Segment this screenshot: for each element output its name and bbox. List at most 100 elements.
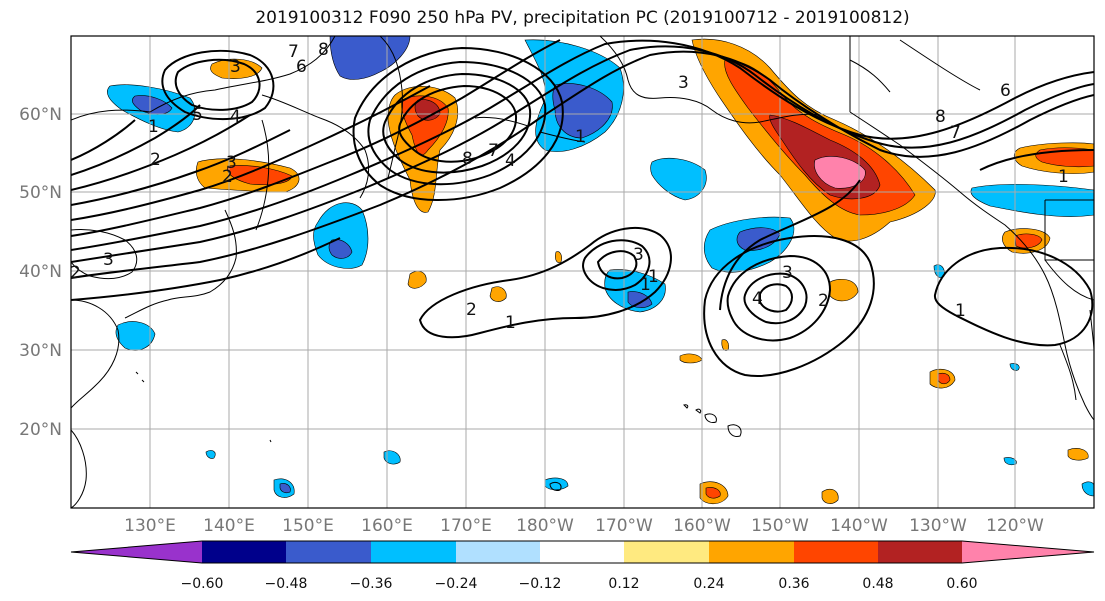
colorbar-label: 0.60	[946, 576, 977, 592]
small-positive-blob	[489, 286, 507, 302]
west-coast-negative-region	[115, 321, 156, 351]
contour-label: 2	[222, 167, 233, 187]
colorbar	[70, 540, 1095, 564]
colorbar-segment	[540, 541, 624, 563]
pv-contour-line	[596, 250, 638, 280]
pv-contour-line	[979, 149, 1094, 171]
pv-contour-line	[367, 60, 547, 186]
pv-contour-line	[71, 104, 201, 176]
contour-label: 3	[230, 57, 241, 77]
japan-coastline	[124, 209, 237, 319]
lon-label: 150°W	[751, 516, 809, 536]
contour-labels: 8 7 6 5 4 3 2 1 8 7 4 1 3 2 1 3 2 1 2 3 …	[70, 40, 1069, 333]
contour-label: 2	[466, 300, 477, 320]
pv-contour-line	[71, 45, 1094, 263]
lon-label: 150°E	[282, 516, 334, 536]
contour-label: 2	[70, 263, 81, 283]
pv-contour-line	[703, 235, 875, 377]
lon-label: 160°E	[361, 516, 413, 536]
colorbar-segment	[878, 541, 962, 563]
alaska-coastline	[599, 36, 821, 124]
small-positive-blob	[821, 488, 839, 504]
asia-coastline	[71, 36, 336, 121]
contour-label: 4	[752, 289, 763, 309]
taiwan-coastline	[71, 429, 87, 508]
kuril-negative-region	[313, 202, 369, 269]
pv-contour-line	[743, 272, 808, 325]
lat-label: 40°N	[19, 262, 62, 282]
korea-coastline	[71, 229, 138, 280]
colorbar-segment	[456, 541, 540, 563]
lat-label: 60°N	[19, 105, 62, 125]
lat-label: 50°N	[19, 183, 62, 203]
colorbar-segment	[709, 541, 794, 563]
lat-label: 30°N	[19, 341, 62, 361]
colorbar-labels: −0.60 −0.48 −0.36 −0.24 −0.12 0.12 0.24 …	[181, 576, 978, 592]
pv-contour-line	[382, 72, 532, 174]
pv-contour-line	[398, 84, 518, 163]
nw-us-positive-region	[1014, 233, 1043, 249]
colorbar-segment	[371, 541, 456, 563]
pv-contour-line	[418, 227, 672, 339]
pv-contour-line	[71, 129, 291, 206]
pv-contour-line	[352, 46, 564, 201]
contour-label: 1	[955, 301, 966, 321]
pv-contour-line	[759, 283, 793, 313]
pv-contour-line	[161, 49, 275, 120]
hawaii-island	[727, 424, 742, 437]
pv-contour-line	[174, 58, 261, 111]
small-positive-blob	[829, 279, 859, 302]
lon-label: 130°W	[909, 516, 967, 536]
contour-label: 8	[462, 149, 473, 169]
small-positive-blob	[937, 372, 951, 385]
colorbar-segment	[794, 541, 878, 563]
pv-contour-line	[71, 39, 561, 237]
colorbar-segment	[202, 541, 286, 563]
small-positive-blob	[555, 251, 562, 263]
precip-anomaly-fills	[107, 36, 1094, 505]
map-title: 2019100312 F090 250 hPa PV, precipitatio…	[255, 8, 910, 28]
small-negative-blob	[383, 450, 401, 465]
colorbar-segment	[624, 541, 709, 563]
pv-contour-line	[719, 179, 861, 311]
kamchatka-positive-region	[210, 58, 263, 79]
lon-label: 120°W	[986, 516, 1044, 536]
contour-label: 4	[505, 151, 516, 171]
small-negative-blob	[1081, 481, 1094, 497]
contour-label: 7	[288, 42, 299, 62]
colorbar-segment	[286, 541, 371, 563]
pv-contour-line	[933, 246, 1094, 347]
contour-label: 2	[818, 291, 829, 311]
colorbar-label: −0.60	[181, 576, 224, 592]
contour-label: 3	[633, 245, 644, 265]
island-dot	[135, 371, 272, 443]
lon-label: 130°E	[124, 516, 176, 536]
contour-label: 1	[148, 117, 159, 137]
small-positive-blob	[1067, 448, 1089, 461]
pv-contour-line	[582, 239, 651, 291]
contour-label: 1	[640, 275, 651, 295]
pv-contour-line	[71, 114, 251, 191]
small-negative-blob	[205, 450, 216, 459]
kuril-negative-region	[328, 239, 353, 259]
colorbar-label: 0.24	[693, 576, 724, 592]
small-negative-blob	[1003, 457, 1017, 466]
contour-label: 1	[648, 267, 659, 287]
hawaii-north-negative-region	[627, 291, 653, 308]
small-positive-blob	[705, 487, 721, 499]
contour-label: 6	[296, 57, 307, 77]
japan-positive-region	[227, 165, 293, 186]
contour-label: 5	[192, 105, 203, 125]
central-pacific-negative-region	[650, 157, 707, 201]
contour-label: 1	[505, 313, 516, 333]
pv-contours	[71, 39, 1094, 377]
map-frame	[70, 35, 1095, 509]
contour-label: 3	[678, 73, 689, 93]
lon-label: 140°W	[830, 516, 888, 536]
aleutian-coastline	[474, 117, 586, 143]
contour-label: 8	[935, 107, 946, 127]
colorbar-segment	[71, 541, 202, 563]
contour-label: 1	[575, 127, 586, 147]
bering-negative-region	[552, 83, 613, 139]
